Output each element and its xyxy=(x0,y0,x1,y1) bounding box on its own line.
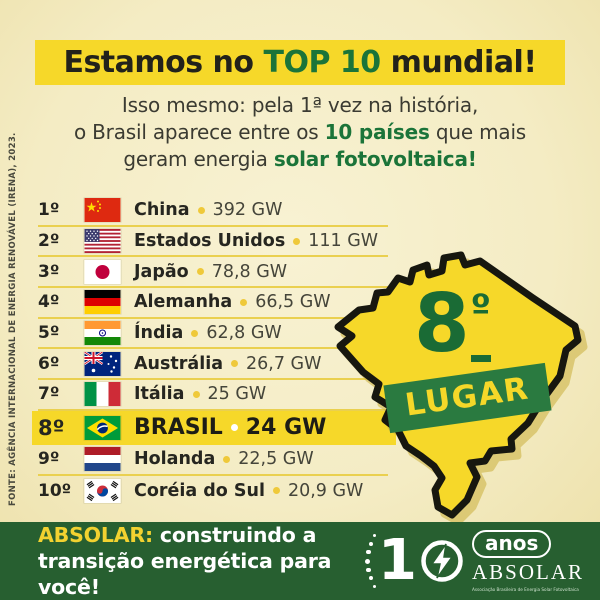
ranking-row: 1º China 392 GW xyxy=(38,196,388,227)
india-flag-icon xyxy=(84,321,121,346)
rank-label: 1º xyxy=(38,200,60,221)
separator-dot-icon xyxy=(240,298,248,306)
rank-label: 9º xyxy=(38,449,60,470)
country-name: Austrália xyxy=(134,353,224,374)
capacity-value: 78,8 GW xyxy=(211,261,288,282)
title-highlight: TOP 10 xyxy=(263,45,381,80)
ranking-row: 2º Estados Unidos 111 GW xyxy=(38,227,388,258)
brazil-map: 8 º LUGAR xyxy=(328,248,590,538)
subtitle-line1: Isso mesmo: pela 1ª vez na história, xyxy=(121,93,479,117)
ranking-row: 5º Índia 62,8 GW xyxy=(38,319,388,350)
separator-dot-icon xyxy=(231,360,239,368)
logo-text-block: anos ABSOLAR Associação Brasileira de En… xyxy=(471,530,584,592)
japan-flag-icon xyxy=(84,259,121,284)
rank-8-badge: 8 º xyxy=(414,277,491,370)
title-banner: Estamos no TOP 10 mundial! xyxy=(35,40,565,85)
separator-dot-icon xyxy=(191,329,199,337)
subtitle-line2-suffix: que mais xyxy=(429,120,527,144)
anos-pill: anos xyxy=(471,530,552,558)
capacity-value: 24 GW xyxy=(245,415,327,441)
footer-brand-highlight: ABSOLAR: xyxy=(38,523,153,547)
capacity-value: 25 GW xyxy=(207,384,267,405)
subtitle: Isso mesmo: pela 1ª vez na história, o B… xyxy=(20,92,580,173)
title-suffix: mundial! xyxy=(380,45,537,80)
subtitle-line2-prefix: o Brasil aparece entre os xyxy=(73,120,325,144)
rank-label: 10º xyxy=(38,480,72,501)
separator-dot-icon xyxy=(272,487,280,495)
capacity-value: 392 GW xyxy=(212,200,283,221)
subtitle-line2-highlight: 10 países xyxy=(324,120,430,144)
footer-message-line2: transição energética para você! xyxy=(38,549,332,599)
rank-label: 3º xyxy=(38,261,60,282)
footer-bar: ABSOLAR: construindo a transição energét… xyxy=(0,522,600,600)
rank-8-ordinal: º xyxy=(470,291,491,362)
capacity-value: 22,5 GW xyxy=(238,449,314,470)
footer-message-line1: construindo a xyxy=(153,523,317,547)
ranking-row: 3º Japão 78,8 GW xyxy=(38,257,388,289)
ranking-row: 10º Coréia do Sul 20,9 GW xyxy=(38,476,388,507)
country-name: Holanda xyxy=(134,449,216,470)
ranking-row: 7º Itália 25 GW xyxy=(38,380,388,411)
country-name: Alemanha xyxy=(134,292,233,313)
brazil-flag-icon xyxy=(84,415,121,440)
italy-flag-icon xyxy=(84,382,121,407)
country-name: China xyxy=(134,200,190,221)
south-korea-flag-icon xyxy=(84,478,121,503)
separator-dot-icon xyxy=(223,455,231,463)
rank-label: 2º xyxy=(38,231,60,252)
lightning-zero-icon xyxy=(421,540,463,582)
capacity-value: 26,7 GW xyxy=(246,353,322,374)
china-flag-icon xyxy=(84,198,121,223)
australia-flag-icon xyxy=(84,351,121,376)
ranking-row: 6º Austrália 26,7 GW xyxy=(38,349,388,381)
country-name: Japão xyxy=(134,261,189,282)
title-prefix: Estamos no xyxy=(63,45,264,80)
separator-dot-icon xyxy=(196,268,204,276)
country-name: Estados Unidos xyxy=(134,231,286,252)
footer-message: ABSOLAR: construindo a transição energét… xyxy=(38,522,366,600)
separator-dot-icon xyxy=(197,206,205,214)
separator-dot-icon xyxy=(293,237,301,245)
subtitle-line3-prefix: geram energia xyxy=(123,147,274,171)
country-name: BRASIL xyxy=(134,415,223,441)
separator-dot-icon xyxy=(230,424,238,432)
capacity-value: 62,8 GW xyxy=(206,323,282,344)
logo-tagline: Associação Brasileira de Energia Solar F… xyxy=(471,587,579,592)
capacity-value: 66,5 GW xyxy=(255,292,331,313)
ranking-row: 8º BRASIL 24 GW xyxy=(32,410,396,445)
country-name: Índia xyxy=(134,323,184,344)
country-name: Itália xyxy=(134,384,185,405)
capacity-value: 111 GW xyxy=(308,231,379,252)
rank-8-number: 8 xyxy=(414,277,470,370)
rank-label: 6º xyxy=(38,353,60,374)
germany-flag-icon xyxy=(84,290,121,315)
separator-dot-icon xyxy=(192,390,200,398)
ranking-list: 1º China 392 GW 2º Estados Unidos 111 GW 3º Jap… xyxy=(32,196,396,507)
ranking-row: 4º Alemanha 66,5 GW xyxy=(38,288,388,319)
source-note: FONTE: AGÊNCIA INTERNACIONAL DE ENERGIA … xyxy=(8,132,18,506)
country-name: Coréia do Sul xyxy=(134,480,265,501)
rank-label: 4º xyxy=(38,292,60,313)
logo-brand-name: ABSOLAR xyxy=(471,560,584,584)
rank-label: 8º xyxy=(38,415,65,440)
rank-label: 7º xyxy=(38,384,60,405)
capacity-value: 20,9 GW xyxy=(287,480,364,501)
dotted-arc-icon xyxy=(365,532,377,590)
ranking-row: 9º Holanda 22,5 GW xyxy=(38,445,388,476)
netherlands-flag-icon xyxy=(84,447,121,472)
rank-label: 5º xyxy=(38,323,60,344)
absolar-10-anos-logo: 1 anos ABSOLAR Associação Brasileira de … xyxy=(365,528,584,593)
usa-flag-icon xyxy=(84,229,121,254)
subtitle-line3-highlight: solar fotovoltaica! xyxy=(273,147,477,171)
logo-number-one: 1 xyxy=(378,528,417,593)
